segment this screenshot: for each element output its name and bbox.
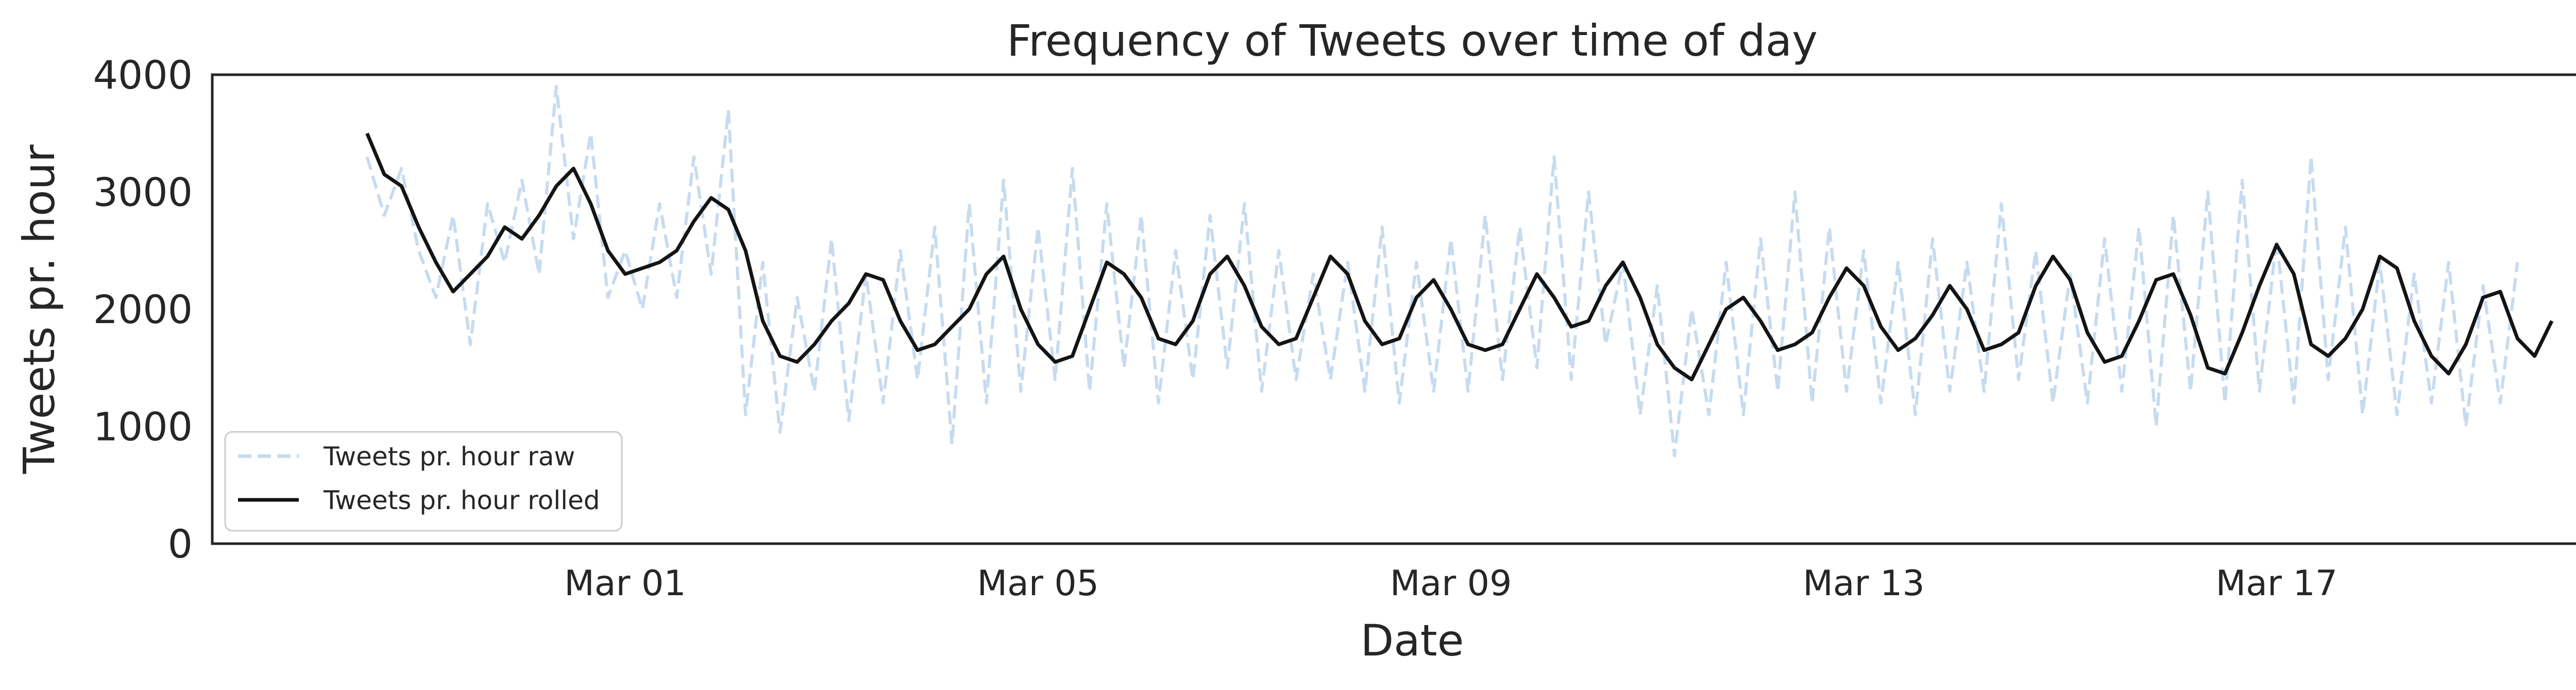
series-layer [365,85,2554,458]
series-line-rolled [365,132,2554,381]
y-tick-label: 3000 [93,170,193,215]
legend-rolled-label: Tweets pr. hour rolled [323,485,600,515]
x-tick-label: Mar 01 [564,563,686,604]
x-axis-label: Date [1361,615,1464,666]
x-tick-label: Mar 13 [1803,563,1924,604]
y-axis-ticks: 0 1000 2000 3000 4000 [93,52,193,567]
y-tick-label: 4000 [93,52,193,98]
plot-area-frame [211,73,2576,545]
legend-raw-label: Tweets pr. hour raw [323,442,575,472]
series-line-raw [365,85,2519,458]
y-axis-label: Tweets pr. hour [14,144,64,474]
y-tick-label: 2000 [93,287,193,332]
x-tick-label: Mar 09 [1390,563,1512,604]
x-tick-label: Mar 05 [977,563,1099,604]
legend: Tweets pr. hour raw Tweets pr. hour roll… [224,431,623,532]
x-axis-ticks: Mar 01 Mar 05 Mar 09 Mar 13 Mar 17 [564,563,2337,604]
legend-box [224,431,623,532]
y-tick-label: 1000 [93,404,193,450]
y-tick-label: 0 [168,521,193,567]
x-tick-label: Mar 17 [2216,563,2337,604]
chart-title: Frequency of Tweets over time of day [1007,15,1818,66]
